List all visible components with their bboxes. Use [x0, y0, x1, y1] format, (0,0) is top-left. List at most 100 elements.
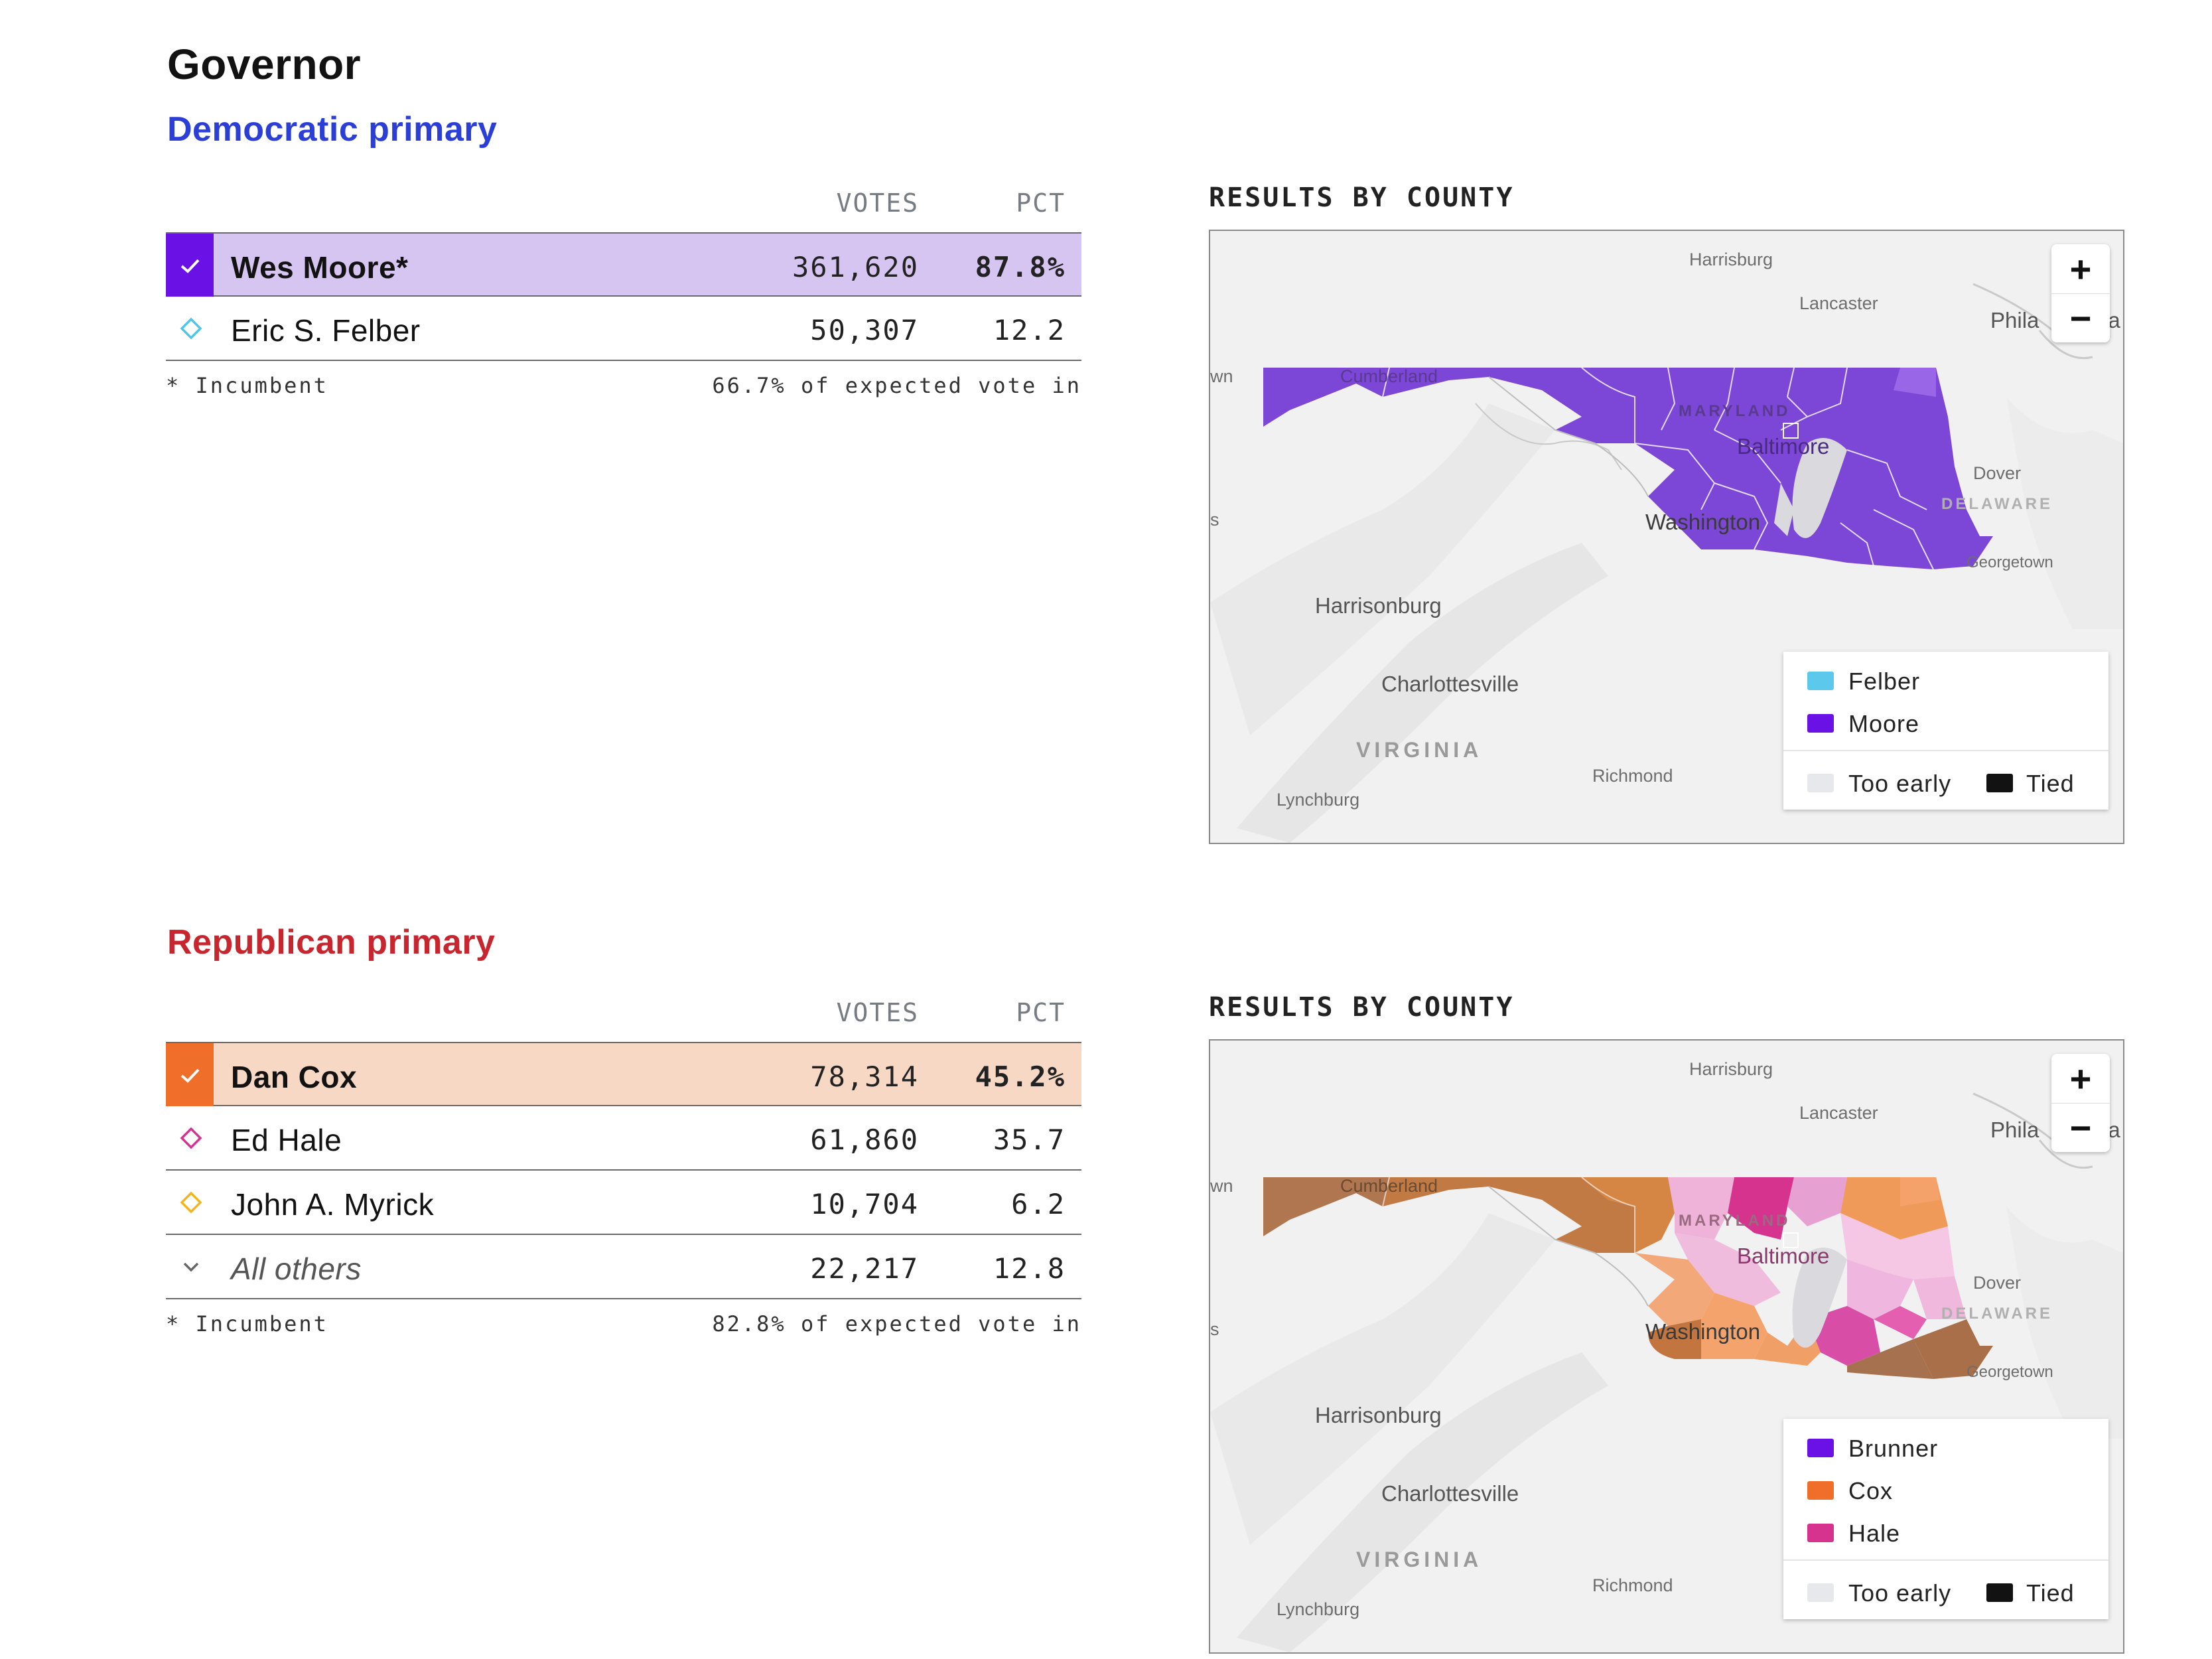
zoom-controls: + − — [2051, 244, 2110, 342]
incumbent-note: * Incumbent — [166, 373, 328, 398]
all-others-row[interactable]: All others 22,217 12.8 — [166, 1235, 1081, 1299]
pct-column-header: PCT — [1016, 188, 1066, 218]
results-footer: * Incumbent 82.8% of expected vote in — [166, 1299, 1081, 1339]
map-label-lynchburg: Lynchburg — [1277, 790, 1360, 810]
map-label-baltimore: Baltimore — [1737, 1244, 1830, 1268]
candidate-votes: 361,620 — [792, 251, 919, 283]
legend-status-row: Too early Tied — [1783, 759, 2108, 810]
map-label-virginia: VIRGINIA — [1356, 738, 1483, 762]
check-icon — [166, 1043, 214, 1106]
map-basemap — [1210, 231, 2123, 843]
map-label-washington: Washington — [1645, 510, 1761, 534]
legend-label-too-early: Too early — [1848, 1579, 1952, 1607]
map-label-wn: wn — [1210, 366, 1233, 386]
map-label-charlottesville: Charlottesville — [1381, 1481, 1519, 1506]
legend-divider — [1783, 750, 2108, 751]
democratic-county-map[interactable]: Harrisburg Lancaster Phila ia wn Cumberl… — [1209, 230, 2124, 844]
republican-results-table: VOTES PCT Dan Cox 78,314 45.2% Ed Hale 6… — [166, 989, 1081, 1339]
map-label-charlottesville: Charlottesville — [1381, 672, 1519, 696]
candidate-name: Wes Moore* — [231, 250, 409, 285]
candidate-name: Ed Hale — [231, 1123, 342, 1157]
candidate-row-winner: Dan Cox 78,314 45.2% — [166, 1042, 1081, 1106]
map-label-richmond: Richmond — [1592, 1575, 1673, 1595]
legend-swatch — [1807, 1524, 1834, 1542]
map-legend: Brunner Cox Hale Too early Tied — [1783, 1419, 2108, 1619]
maryland-counties — [1263, 1177, 1993, 1379]
map-label-cumberland: Cumberland — [1340, 366, 1438, 386]
democratic-results-table: VOTES PCT Wes Moore* 361,620 87.8% Eric … — [166, 179, 1081, 401]
map-label-harrisburg: Harrisburg — [1689, 1059, 1773, 1079]
diamond-icon — [178, 1125, 204, 1151]
legend-item-brunner: Brunner — [1783, 1425, 2108, 1468]
legend-label-too-early: Too early — [1848, 770, 1952, 797]
map-label-georgetown: Georgetown — [1967, 553, 2053, 571]
candidate-votes: 22,217 — [810, 1252, 919, 1285]
votes-column-header: VOTES — [836, 188, 919, 218]
map-label-wn: wn — [1210, 1176, 1233, 1196]
legend-status-row: Too early Tied — [1783, 1569, 2108, 1619]
map-legend: Felber Moore Too early Tied — [1783, 652, 2108, 810]
map-label-harrisonburg: Harrisonburg — [1315, 593, 1442, 618]
democratic-primary-heading: Democratic primary — [167, 110, 498, 149]
candidate-name[interactable]: All others — [231, 1252, 362, 1286]
map-label-harrisonburg: Harrisonburg — [1315, 1403, 1442, 1427]
legend-swatch-too-early — [1807, 774, 1834, 792]
legend-label: Moore — [1848, 710, 1920, 737]
map-label-phila: Phila — [1990, 308, 2039, 332]
candidate-row: Eric S. Felber 50,307 12.2 — [166, 297, 1081, 361]
map-label-cumberland: Cumberland — [1340, 1176, 1438, 1196]
republican-primary-heading: Republican primary — [167, 923, 496, 962]
maryland-counties — [1263, 367, 1993, 570]
candidate-votes: 50,307 — [810, 314, 919, 346]
republican-county-map[interactable]: Harrisburg Lancaster Phila ia wn Cumberl… — [1209, 1039, 2124, 1654]
map-label-maryland: MARYLAND — [1679, 1212, 1791, 1230]
chevron-down-icon[interactable] — [178, 1254, 204, 1280]
map-label-washington: Washington — [1645, 1319, 1761, 1344]
map-label-delaware: DELAWARE — [1941, 495, 2053, 513]
legend-swatch — [1807, 672, 1834, 690]
candidate-row: John A. Myrick 10,704 6.2 — [166, 1171, 1081, 1235]
map-label-phila: Phila — [1990, 1118, 2039, 1142]
page-title: Governor — [167, 40, 362, 88]
check-icon — [166, 234, 214, 297]
candidate-name: John A. Myrick — [231, 1187, 435, 1222]
results-header: VOTES PCT — [166, 989, 1081, 1042]
diamond-icon — [178, 315, 204, 342]
map-label-virginia: VIRGINIA — [1356, 1548, 1483, 1571]
map-label-richmond: Richmond — [1592, 766, 1673, 786]
zoom-in-button[interactable]: + — [2051, 244, 2110, 294]
map-label-georgetown: Georgetown — [1967, 1363, 2053, 1381]
zoom-in-button[interactable]: + — [2051, 1054, 2110, 1104]
map-label-delaware: DELAWARE — [1941, 1305, 2053, 1323]
legend-item-hale: Hale — [1783, 1510, 2108, 1553]
expected-vote-note: 82.8% of expected vote in — [712, 1311, 1081, 1336]
candidate-votes: 10,704 — [810, 1188, 919, 1220]
map-label-s: s — [1210, 510, 1219, 530]
legend-label: Cox — [1848, 1477, 1894, 1504]
map-label-lynchburg: Lynchburg — [1277, 1599, 1360, 1619]
candidate-pct: 12.8 — [993, 1252, 1066, 1285]
candidate-name: Dan Cox — [231, 1060, 358, 1094]
votes-column-header: VOTES — [836, 998, 919, 1027]
map-label-harrisburg: Harrisburg — [1689, 250, 1773, 269]
legend-swatch-tied — [1986, 774, 2013, 792]
map-label-dover: Dover — [1973, 463, 2022, 483]
map-label-dover: Dover — [1973, 1273, 2022, 1293]
candidate-pct: 12.2 — [993, 314, 1066, 346]
expected-vote-note: 66.7% of expected vote in — [712, 373, 1081, 398]
legend-label-tied: Tied — [2026, 770, 2075, 797]
zoom-out-button[interactable]: − — [2069, 1106, 2092, 1149]
diamond-icon — [178, 1189, 204, 1216]
candidate-pct: 35.7 — [993, 1123, 1066, 1156]
zoom-out-button[interactable]: − — [2069, 297, 2092, 339]
zoom-controls: + − — [2051, 1054, 2110, 1152]
map-label-baltimore: Baltimore — [1737, 434, 1830, 459]
candidate-pct: 45.2% — [975, 1060, 1066, 1093]
legend-divider — [1783, 1559, 2108, 1561]
legend-item-cox: Cox — [1783, 1468, 2108, 1510]
incumbent-note: * Incumbent — [166, 1311, 328, 1336]
legend-label: Felber — [1848, 668, 1921, 695]
legend-label: Hale — [1848, 1520, 1901, 1547]
legend-label: Brunner — [1848, 1435, 1939, 1462]
candidate-votes: 78,314 — [810, 1060, 919, 1093]
